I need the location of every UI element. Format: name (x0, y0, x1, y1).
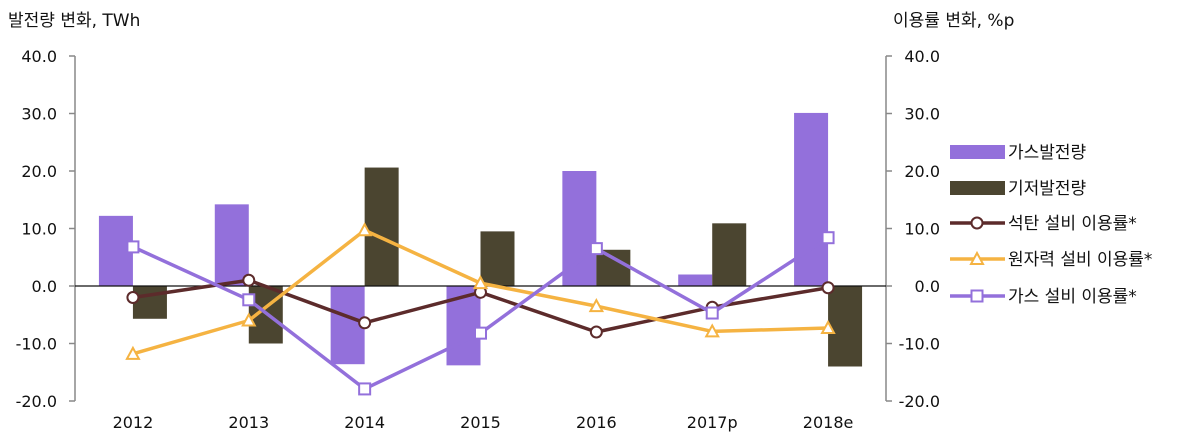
marker-nuclear-utilization (125, 345, 141, 360)
x-tick-label: 2014 (344, 413, 385, 432)
y-tick-label-left: 0.0 (32, 277, 57, 296)
y-axis-title-left: 발전량 변화, TWh (8, 11, 141, 31)
marker-nuclear-utilization (820, 319, 836, 334)
x-tick-label: 2015 (460, 413, 501, 432)
marker-gas-utilization (821, 231, 835, 245)
legend-marker (970, 289, 984, 303)
bar-baseload-generation (828, 286, 863, 367)
bar-baseload-generation (364, 167, 399, 286)
y-tick-label-right: 20.0 (904, 162, 940, 181)
legend-label: 원자력 설비 이용률* (1008, 250, 1152, 270)
marker-coal-utilization (589, 325, 603, 339)
legend-marker (969, 250, 985, 265)
x-tick-label: 2012 (113, 413, 154, 432)
bar-gas-generation (214, 204, 249, 286)
legend-label: 가스발전량 (1008, 143, 1087, 163)
y-axis-title-right: 이용률 변화, %p (893, 11, 1015, 31)
marker-nuclear-utilization (704, 323, 720, 338)
y-tick-label-right: 0.0 (915, 277, 940, 296)
marker-coal-utilization (821, 281, 835, 295)
marker-gas-utilization (358, 382, 372, 396)
bar-baseload-generation (596, 249, 631, 286)
marker-gas-utilization (589, 242, 603, 256)
legend-swatch (950, 145, 1005, 159)
bar-baseload-generation (480, 231, 515, 286)
bar-baseload-generation (132, 286, 167, 319)
marker-gas-utilization (242, 293, 256, 307)
y-tick-label-right: -20.0 (899, 392, 940, 411)
legend-swatch (950, 181, 1005, 195)
marker-coal-utilization (358, 316, 372, 330)
y-tick-label-left: -20.0 (16, 392, 57, 411)
x-tick-label: 2016 (576, 413, 617, 432)
y-tick-label-left: 30.0 (21, 105, 57, 124)
marker-nuclear-utilization (588, 298, 605, 313)
marker-gas-utilization (705, 306, 719, 320)
legend-label: 가스 설비 이용률* (1008, 287, 1137, 307)
bar-gas-generation (678, 274, 713, 286)
y-tick-label-left: -10.0 (16, 335, 57, 354)
y-tick-label-right: 10.0 (904, 220, 940, 239)
marker-nuclear-utilization (241, 312, 257, 327)
y-tick-label-left: 20.0 (21, 162, 57, 181)
y-tick-label-right: -10.0 (899, 335, 940, 354)
bar-gas-generation (562, 171, 597, 286)
marker-gas-utilization (126, 240, 140, 254)
x-tick-label: 2017p (687, 413, 738, 432)
x-tick-label: 2013 (228, 413, 269, 432)
legend-label: 기저발전량 (1008, 179, 1087, 199)
marker-nuclear-utilization (356, 222, 373, 237)
marker-coal-utilization (126, 291, 140, 304)
legend-marker (970, 216, 984, 230)
x-tick-label: 2018e (803, 413, 854, 432)
y-tick-label-right: 30.0 (904, 105, 940, 124)
y-tick-label-right: 40.0 (904, 47, 940, 66)
bar-gas-generation (794, 112, 829, 286)
marker-gas-utilization (474, 326, 487, 340)
legend-label: 석탄 설비 이용률* (1008, 214, 1137, 234)
y-tick-label-left: 10.0 (21, 220, 57, 239)
y-tick-label-left: 40.0 (21, 47, 57, 66)
marker-nuclear-utilization (472, 275, 489, 290)
bar-baseload-generation (712, 223, 747, 286)
marker-coal-utilization (242, 273, 256, 287)
